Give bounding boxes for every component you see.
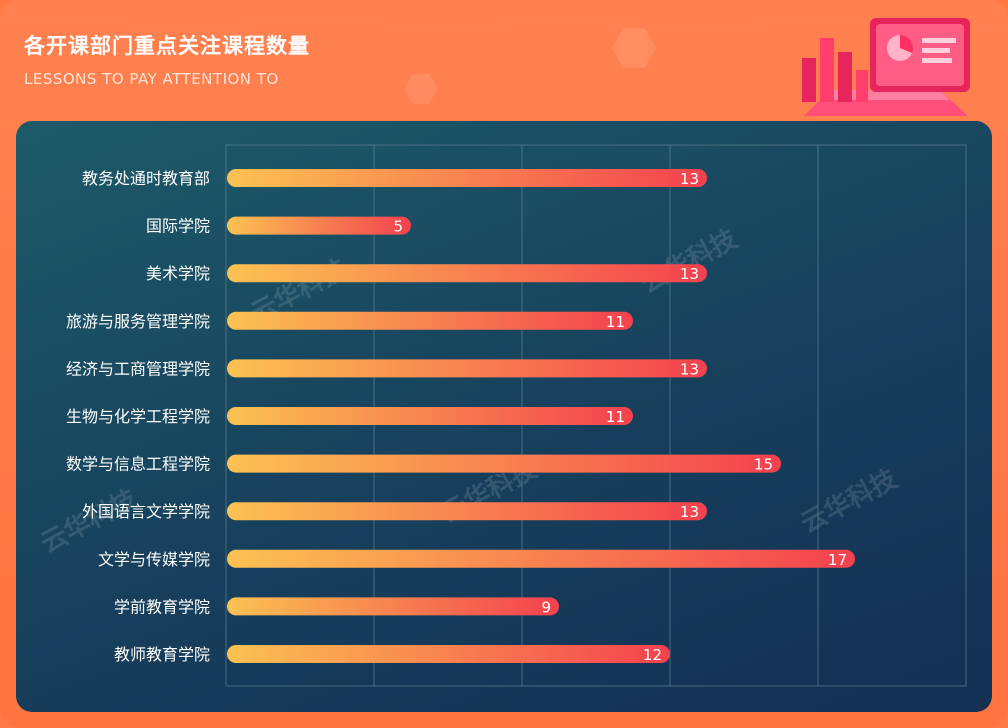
bar bbox=[227, 311, 633, 330]
bar bbox=[227, 454, 781, 473]
value-label: 12 bbox=[643, 646, 662, 664]
category-label: 经济与工商管理学院 bbox=[66, 359, 210, 378]
value-label: 9 bbox=[541, 598, 551, 616]
bar bbox=[227, 169, 707, 187]
category-label: 生物与化学工程学院 bbox=[66, 407, 210, 426]
bar bbox=[227, 407, 633, 425]
chart-subtitle: LESSONS TO PAY ATTENTION TO bbox=[24, 70, 279, 88]
category-label: 教务处通时教育部 bbox=[82, 169, 210, 188]
bar bbox=[227, 645, 670, 663]
bar-chart: 教务处通时教育部 13 国际学院 5 美术学院 13 旅游与服务管理学院 11 经济与工商管理学… bbox=[66, 144, 967, 687]
bar bbox=[227, 549, 855, 568]
bar bbox=[227, 216, 411, 235]
category-label: 教师教育学院 bbox=[114, 645, 210, 664]
value-label: 13 bbox=[680, 265, 699, 283]
category-label: 美术学院 bbox=[146, 264, 210, 283]
value-label: 13 bbox=[680, 360, 699, 378]
value-label: 5 bbox=[393, 218, 403, 236]
bar bbox=[227, 502, 707, 521]
value-label: 13 bbox=[680, 170, 699, 188]
chart-title: 各开课部门重点关注课程数量 bbox=[24, 34, 310, 58]
category-label: 学前教育学院 bbox=[114, 597, 210, 616]
value-label: 11 bbox=[606, 408, 625, 426]
bar bbox=[227, 597, 559, 616]
value-label: 11 bbox=[606, 313, 625, 331]
value-label: 15 bbox=[754, 456, 773, 474]
bar bbox=[227, 264, 707, 283]
plot-border bbox=[225, 144, 967, 687]
category-label: 国际学院 bbox=[146, 217, 210, 236]
category-label: 数学与信息工程学院 bbox=[66, 455, 210, 474]
decorative-hexagon bbox=[612, 28, 656, 68]
bar bbox=[227, 359, 707, 378]
category-label: 外国语言文学学院 bbox=[82, 502, 210, 521]
category-label: 旅游与服务管理学院 bbox=[66, 312, 210, 331]
decorative-hexagon bbox=[404, 73, 438, 105]
value-label: 17 bbox=[828, 551, 847, 569]
value-label: 13 bbox=[680, 503, 699, 521]
chart-panel: 云华科技 云华科技 云华科技 云华科技 云华科技 教务处通时教育部 13 国际学院 5… bbox=[16, 121, 992, 712]
category-label: 文学与传媒学院 bbox=[98, 550, 210, 569]
laptop-chart-illustration-icon bbox=[802, 18, 970, 116]
